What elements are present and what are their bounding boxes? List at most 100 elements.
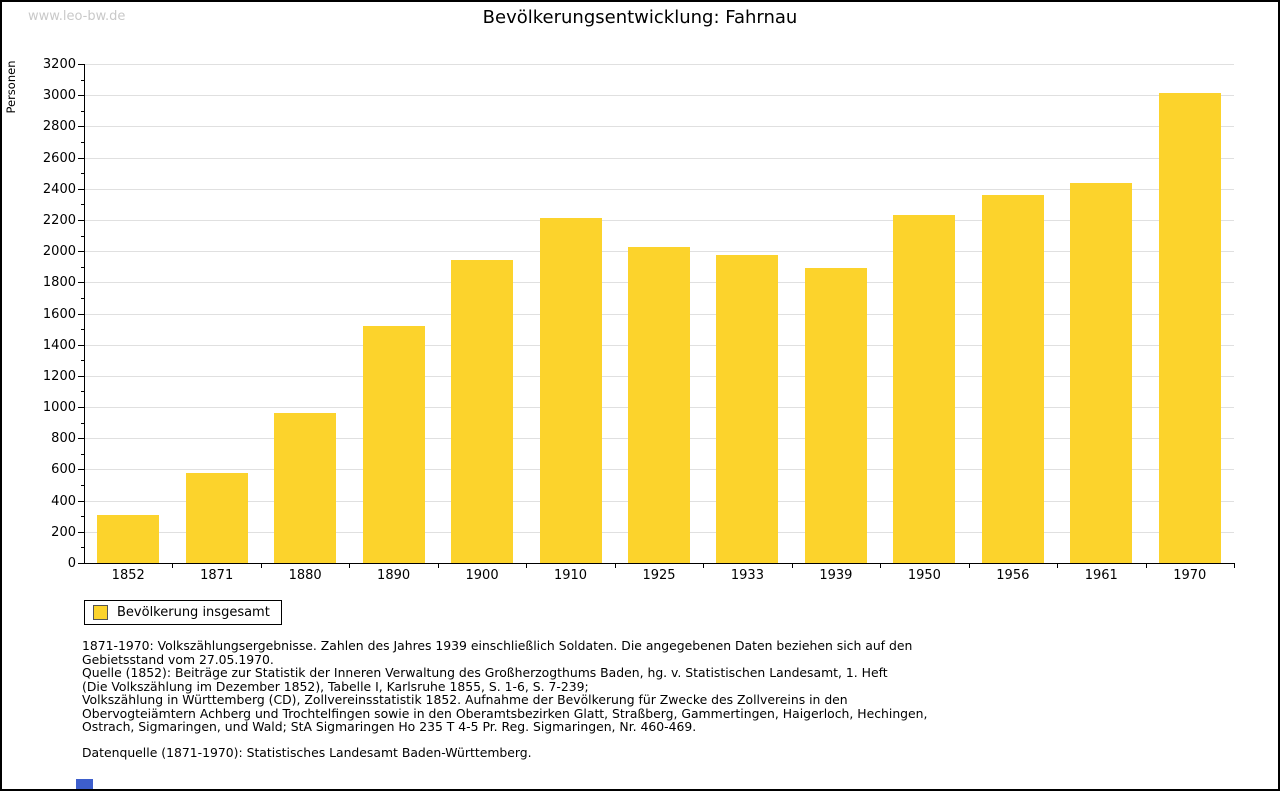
datasource-line: Datenquelle (1871-1970): Statistisches L…: [82, 745, 532, 760]
bar-1970: [1158, 92, 1221, 563]
y-tick-label-200: 200: [51, 524, 76, 540]
y-tick-1000: [78, 407, 84, 409]
x-tick-4: [437, 563, 439, 568]
x-label-1925: 1925: [642, 568, 676, 583]
x-label-1956: 1956: [996, 568, 1030, 583]
blue-artifact: [76, 779, 93, 789]
x-tick-3: [349, 563, 351, 568]
y-minor-tick-1300: [81, 360, 84, 362]
y-minor-tick-1700: [81, 297, 84, 299]
y-tick-label-2600: 2600: [42, 150, 76, 166]
x-tick-7: [703, 563, 705, 568]
footnote-line-7: Ostrach, Sigmaringen, und Wald; StA Sigm…: [82, 719, 697, 734]
chart-title: Bevölkerungsentwicklung: Fahrnau: [482, 7, 798, 28]
y-tick-label-1800: 1800: [42, 275, 76, 291]
y-tick-label-3200: 3200: [42, 57, 76, 72]
y-minor-tick-300: [81, 516, 84, 518]
y-tick-3200: [78, 64, 84, 65]
y-tick-2200: [78, 219, 84, 221]
y-tick-label-2200: 2200: [42, 212, 76, 228]
bar-1961: [1070, 183, 1133, 563]
y-minor-tick-1500: [81, 329, 84, 331]
x-label-1933: 1933: [730, 568, 764, 583]
x-tick-10: [968, 563, 970, 568]
y-tick-label-400: 400: [51, 493, 76, 509]
y-tick-2600: [78, 157, 84, 159]
x-tick-5: [526, 563, 528, 568]
y-tick-label-1400: 1400: [42, 337, 76, 353]
y-tick-3000: [78, 95, 84, 97]
y-minor-tick-3100: [81, 79, 84, 81]
x-tick-6: [614, 563, 616, 568]
x-tick-9: [880, 563, 882, 568]
y-minor-tick-2100: [81, 235, 84, 237]
y-tick-label-1600: 1600: [42, 306, 76, 322]
gridline-3200: [84, 64, 1234, 65]
y-tick-800: [78, 438, 84, 440]
x-tick-12: [1145, 563, 1147, 568]
y-minor-tick-700: [81, 453, 84, 455]
gridline-2600: [84, 157, 1234, 159]
bar-1925: [628, 247, 690, 563]
y-minor-tick-900: [81, 422, 84, 424]
y-tick-label-2400: 2400: [42, 181, 76, 197]
y-minor-tick-1100: [81, 391, 84, 393]
y-tick-0: [78, 563, 84, 564]
bar-1933: [716, 255, 779, 563]
bar-1910: [539, 218, 602, 563]
x-label-1852: 1852: [111, 568, 145, 583]
footnote-line-5: Volkszählung in Württemberg (CD), Zollve…: [82, 692, 848, 707]
y-tick-label-800: 800: [51, 431, 76, 447]
x-label-1950: 1950: [907, 568, 941, 583]
bar-1890: [362, 325, 425, 563]
gridline-2800: [84, 126, 1234, 128]
bar-1939: [804, 268, 867, 563]
footnote-line-1: 1871-1970: Volkszählungsergebnisse. Zahl…: [82, 638, 913, 653]
y-tick-1600: [78, 313, 84, 315]
x-tick-11: [1057, 563, 1059, 568]
x-label-1961: 1961: [1084, 568, 1118, 583]
y-minor-tick-500: [81, 485, 84, 487]
x-label-1900: 1900: [465, 568, 499, 583]
bar-1880: [274, 413, 337, 563]
watermark: www.leo-bw.de: [28, 9, 126, 24]
y-tick-400: [78, 500, 84, 502]
y-tick-label-3000: 3000: [42, 88, 76, 104]
y-tick-label-600: 600: [51, 462, 76, 478]
y-tick-label-1000: 1000: [42, 400, 76, 416]
x-tick-13: [1234, 563, 1235, 568]
gridline-3000: [84, 95, 1234, 97]
y-tick-1800: [78, 282, 84, 284]
x-axis-line: [84, 563, 1234, 564]
y-minor-tick-2300: [81, 204, 84, 206]
bar-1852: [97, 514, 160, 563]
legend: Bevölkerung insgesamt: [84, 600, 282, 625]
y-tick-1200: [78, 375, 84, 377]
y-tick-label-0: 0: [67, 556, 76, 571]
bar-1956: [981, 195, 1044, 563]
y-axis-line: [84, 64, 85, 563]
bar-1871: [185, 473, 248, 563]
legend-label: Bevölkerung insgesamt: [117, 605, 270, 620]
bar-1900: [451, 260, 514, 563]
y-tick-label-2800: 2800: [42, 119, 76, 135]
x-label-1970: 1970: [1173, 568, 1207, 583]
x-label-1880: 1880: [288, 568, 322, 583]
y-minor-tick-2700: [81, 141, 84, 143]
x-label-1910: 1910: [553, 568, 588, 583]
footnote-line-4: (Die Volkszählung im Dezember 1852), Tab…: [82, 678, 589, 694]
y-tick-600: [78, 469, 84, 471]
bar-1950: [893, 215, 956, 563]
plot-area: [84, 64, 1234, 563]
y-tick-2800: [78, 126, 84, 128]
gridline-2200: [84, 219, 1234, 221]
footnotes: 1871-1970: Volkszählungsergebnisse. Zahl…: [82, 639, 927, 734]
x-tick-1: [172, 563, 174, 568]
x-label-1939: 1939: [819, 568, 853, 583]
y-minor-tick-2900: [81, 110, 84, 112]
y-tick-2400: [78, 188, 84, 190]
y-minor-tick-1900: [81, 266, 84, 268]
x-label-1890: 1890: [377, 568, 411, 583]
x-tick-2: [260, 563, 262, 568]
